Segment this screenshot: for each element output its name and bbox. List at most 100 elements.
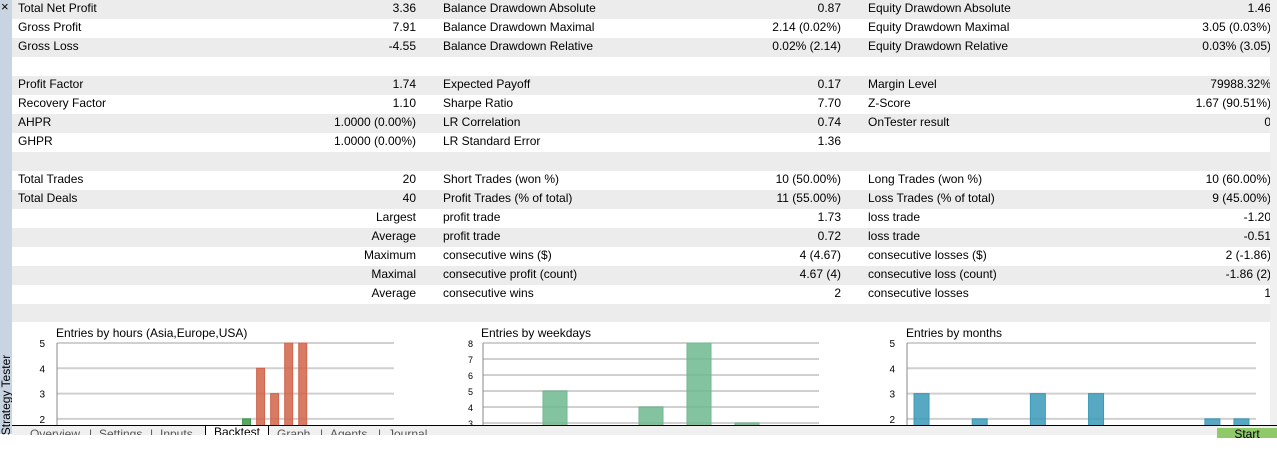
stat-value: 3.05 (0.03%) xyxy=(1202,20,1271,34)
stat-value: 20 xyxy=(402,172,416,186)
stat-label: Total Trades xyxy=(18,172,84,186)
tab-journal[interactable]: Journal xyxy=(388,427,428,435)
stat-label: loss trade xyxy=(868,210,921,224)
tab-separator: | xyxy=(89,427,93,435)
stat-label: Z-Score xyxy=(868,96,911,110)
close-icon[interactable]: × xyxy=(1,0,9,14)
stat-label: LR Correlation xyxy=(443,115,521,129)
stat-value: Largest xyxy=(375,210,416,224)
tab-overview[interactable]: Overview xyxy=(30,427,81,435)
stat-label: Profit Factor xyxy=(18,77,84,91)
entries-charts: Entries by hours (Asia,Europe,USA) 2 3 4 5 En… xyxy=(12,322,1270,425)
tab-separator: | xyxy=(150,427,154,435)
stat-value: 1.0000 (0.00%) xyxy=(333,134,416,148)
stat-label: Margin Level xyxy=(868,77,937,91)
stat-label: Sharpe Ratio xyxy=(443,96,514,110)
stat-value: 7.70 xyxy=(817,96,841,110)
stats-row: Largest profit trade 1.73 loss trade -1.20 xyxy=(12,209,1277,228)
panel-side-strip: × Strategy Tester xyxy=(0,0,13,435)
stat-value: 1.10 xyxy=(392,96,416,110)
stat-value: 1.46 xyxy=(1247,1,1271,15)
stat-label: Short Trades (won %) xyxy=(443,172,560,186)
tab-separator: | xyxy=(378,427,382,435)
chart-title: Entries by weekdays xyxy=(481,326,591,340)
stat-value: 3.36 xyxy=(392,1,416,15)
stat-label: Equity Drawdown Relative xyxy=(868,39,1009,53)
stat-label: profit trade xyxy=(443,229,501,243)
stat-value: 2.14 (0.02%) xyxy=(772,20,841,34)
bar-15 xyxy=(270,393,280,425)
stat-value: Maximal xyxy=(371,267,416,281)
chart-title: Entries by hours (Asia,Europe,USA) xyxy=(56,326,247,340)
y-tick-label: 4 xyxy=(39,364,45,375)
stat-value: 11 (55.00%) xyxy=(776,191,841,205)
stat-label: Balance Drawdown Maximal xyxy=(443,20,595,34)
tab-bar: Overview | Settings | Inputs Backtest Graph | Ag… xyxy=(12,425,1277,435)
stat-value: Maximum xyxy=(363,248,416,262)
stat-value: 0.17 xyxy=(817,77,841,91)
stats-row xyxy=(12,57,1277,76)
stat-label: Total Deals xyxy=(18,191,78,205)
stats-row: AHPR 1.0000 (0.00%) LR Correlation 0.74 OnTe… xyxy=(12,114,1277,133)
stat-value: 0 xyxy=(1264,115,1271,129)
tab-agents[interactable]: Agents xyxy=(330,427,368,435)
bar-17 xyxy=(298,342,308,425)
stats-row: Total Trades 20 Short Trades (won %) 10 (50… xyxy=(12,171,1277,190)
y-tick-label: 5 xyxy=(39,339,45,350)
stat-label: Equity Drawdown Maximal xyxy=(868,20,1010,34)
y-tick-label: 7 xyxy=(468,355,473,365)
stat-label: consecutive loss (count) xyxy=(868,267,997,281)
stat-value: 0.72 xyxy=(817,229,841,243)
bar-16 xyxy=(284,342,294,425)
stat-label: Gross Profit xyxy=(18,20,82,34)
stats-row: GHPR 1.0000 (0.00%) LR Standard Error 1.36 xyxy=(12,133,1277,152)
stat-label: Balance Drawdown Absolute xyxy=(443,1,596,15)
stat-label: loss trade xyxy=(868,229,921,243)
bar-mon xyxy=(542,390,568,425)
bar-14 xyxy=(256,367,266,425)
tab-settings[interactable]: Settings xyxy=(99,427,143,435)
stat-label: AHPR xyxy=(18,115,52,129)
y-tick-label: 8 xyxy=(468,339,473,349)
bar-mar xyxy=(971,418,988,425)
stat-value: 1 xyxy=(1264,286,1271,300)
stat-value: 2 (-1.86) xyxy=(1225,248,1271,262)
stats-row xyxy=(12,152,1277,171)
stat-label: Gross Loss xyxy=(18,39,79,53)
stat-value: 4 (4.67) xyxy=(799,248,841,262)
stats-row: Average consecutive wins 2 consecutive loss… xyxy=(12,285,1277,304)
stat-label: GHPR xyxy=(18,134,53,148)
stat-value: 1.73 xyxy=(817,210,841,224)
y-tick-label: 4 xyxy=(468,403,473,413)
stat-value: 40 xyxy=(402,191,416,205)
tab-inputs[interactable]: Inputs xyxy=(160,427,193,435)
stat-value: Average xyxy=(371,286,416,300)
charts-svg: Entries by hours (Asia,Europe,USA) 2 3 4 5 En… xyxy=(39,326,1256,425)
stats-row: Total Deals 40 Profit Trades (% of total) 1… xyxy=(12,190,1277,209)
stat-label: OnTester result xyxy=(868,115,950,129)
start-button[interactable]: Start xyxy=(1217,428,1277,440)
tab-backtest[interactable]: Backtest xyxy=(205,426,270,435)
y-tick-label: 2 xyxy=(39,415,45,425)
tab-graph[interactable]: Graph xyxy=(277,427,311,435)
stat-value: 4.67 (4) xyxy=(799,267,841,281)
stats-row: Maximum consecutive wins ($) 4 (4.67) conse… xyxy=(12,247,1277,266)
stat-value: -0.51 xyxy=(1243,229,1271,243)
stats-row: Gross Profit 7.91 Balance Drawdown Maximal… xyxy=(12,19,1277,38)
chart-title: Entries by months xyxy=(906,326,1002,340)
y-tick-label: 3 xyxy=(468,419,473,425)
stat-value: 0.03% (3.05) xyxy=(1202,39,1271,53)
stat-label: consecutive wins xyxy=(443,286,534,300)
stat-label: Expected Payoff xyxy=(443,77,531,91)
bar-thu xyxy=(686,342,712,425)
bar-13 xyxy=(242,418,252,425)
tab-separator: | xyxy=(320,427,324,435)
bar-dec xyxy=(1233,418,1250,425)
stat-label: Recovery Factor xyxy=(18,96,107,110)
stat-value: 1.67 (90.51%) xyxy=(1195,96,1271,110)
stats-row: Gross Loss -4.55 Balance Drawdown Relative… xyxy=(12,38,1277,57)
stat-value: 2 xyxy=(834,286,841,300)
stat-value: 1.74 xyxy=(392,77,416,91)
stat-value: 10 (60.00%) xyxy=(1205,172,1271,186)
stat-value: 0.87 xyxy=(817,1,841,15)
